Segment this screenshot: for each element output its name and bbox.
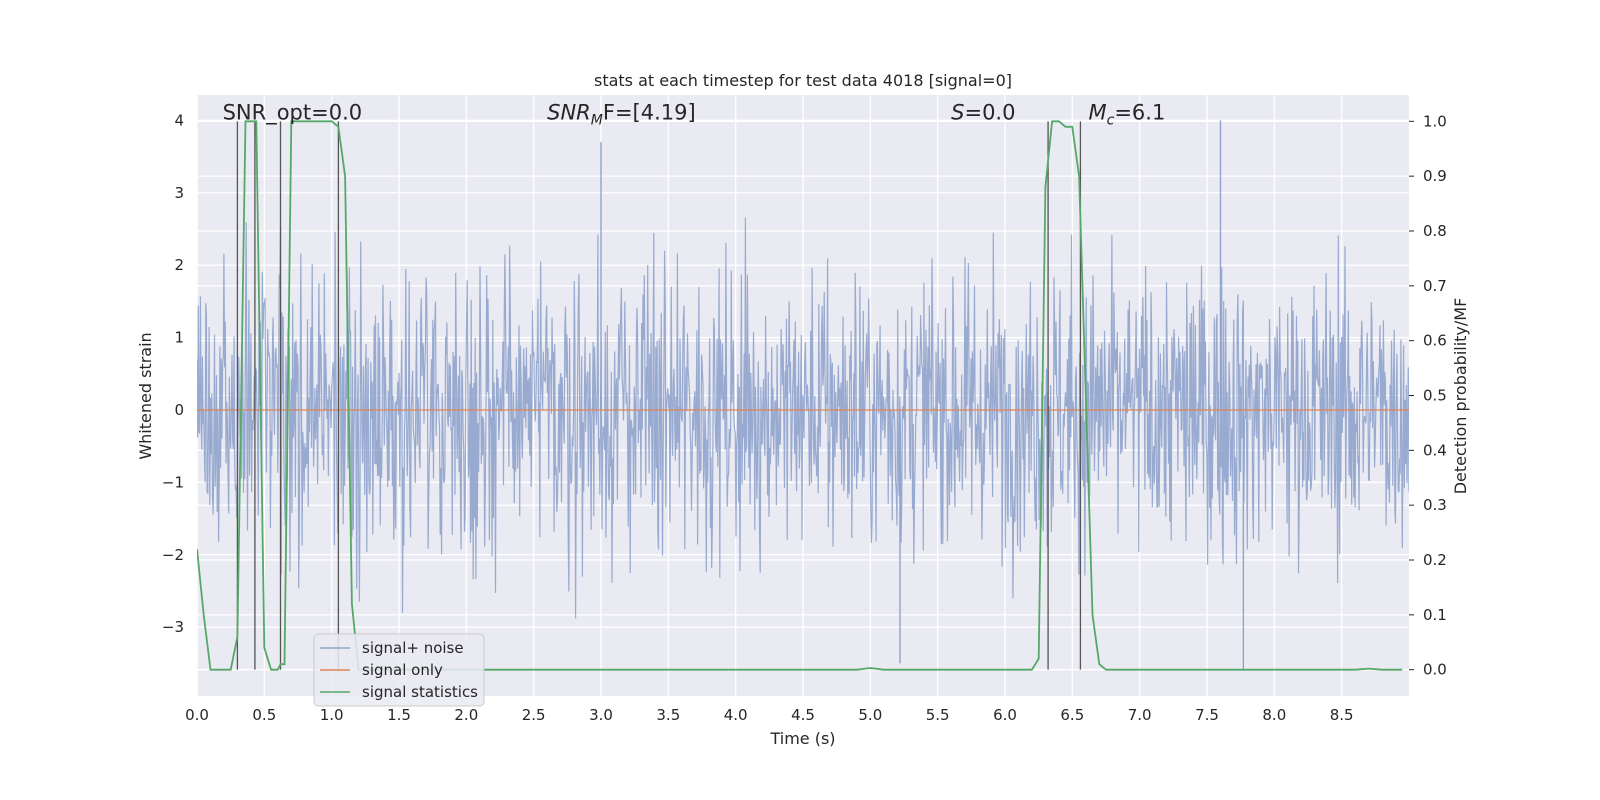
y-right-tick-label: 0.2 — [1423, 551, 1447, 569]
x-tick-label: 5.0 — [858, 706, 882, 724]
y-right-tick-label: 1.0 — [1423, 112, 1447, 130]
x-tick-label: 7.5 — [1195, 706, 1219, 724]
y-right-tick-label: 0.6 — [1423, 332, 1447, 350]
x-axis-label: Time (s) — [769, 729, 835, 748]
x-tick-label: 4.0 — [724, 706, 748, 724]
x-tick-label: 4.5 — [791, 706, 815, 724]
y-right-tick-label: 0.3 — [1423, 496, 1447, 514]
chart-title: stats at each timestep for test data 401… — [594, 71, 1012, 90]
y-right-tick-label: 0.1 — [1423, 606, 1447, 624]
x-tick-label: 2.0 — [454, 706, 478, 724]
y-tick-label: 2 — [174, 256, 184, 274]
y-right-tick-label: 0.7 — [1423, 277, 1447, 295]
vertical-markers — [236, 121, 1082, 670]
annotation-snr-mf: SNRMF=[4.19] — [547, 101, 696, 129]
x-tick-label: 2.5 — [522, 706, 546, 724]
legend-label-noise: signal+ noise — [362, 639, 464, 657]
y-tick-label: −2 — [162, 546, 184, 564]
annotation-s: S=0.0 — [951, 101, 1015, 125]
x-tick-label: 8.0 — [1262, 706, 1286, 724]
legend-label-signal-only: signal only — [362, 661, 443, 679]
x-tick-label: 6.5 — [1060, 706, 1084, 724]
y-right-tick-label: 0.9 — [1423, 167, 1447, 185]
legend-box — [313, 633, 485, 707]
y-tick-label: 0 — [174, 401, 184, 419]
x-tick-label: 8.5 — [1330, 706, 1354, 724]
x-tick-label: 0.5 — [252, 706, 276, 724]
y-right-ticks: 0.0 0.1 0.2 0.3 0.4 0.5 0.6 0.7 0.8 0.9 1.0 — [1409, 112, 1447, 679]
x-tick-label: 6.0 — [993, 706, 1017, 724]
y-axis-label: Whitened strain — [136, 332, 155, 459]
noise-trace — [197, 217, 1409, 619]
x-tick-label: 0.0 — [185, 706, 209, 724]
annotation-mc: Mc=6.1 — [1088, 101, 1165, 129]
x-tick-label: 3.5 — [656, 706, 680, 724]
x-tick-label: 1.5 — [387, 706, 411, 724]
x-tick-label: 7.0 — [1128, 706, 1152, 724]
x-tick-label: 1.0 — [320, 706, 344, 724]
y-right-tick-label: 0.8 — [1423, 222, 1447, 240]
y-tick-label: −1 — [162, 473, 184, 491]
x-ticks: 0.0 0.5 1.0 1.5 2.0 2.5 3.0 3.5 4.0 4.5 5.0 5.5 6.0 6… — [185, 706, 1354, 724]
y-tick-label: 4 — [174, 111, 184, 129]
legend: signal+ noise signal only signal statist… — [313, 633, 485, 707]
y-right-axis-label: Detection probability/MF — [1451, 298, 1470, 495]
x-tick-label: 3.0 — [589, 706, 613, 724]
y-tick-label: 3 — [174, 184, 184, 202]
y-right-tick-label: 0.0 — [1423, 661, 1447, 679]
x-tick-label: 5.5 — [926, 706, 950, 724]
y-ticks: −3 −2 −1 0 1 2 3 4 — [162, 111, 184, 636]
y-tick-label: −3 — [162, 618, 184, 636]
y-right-tick-label: 0.4 — [1423, 441, 1447, 459]
y-right-tick-label: 0.5 — [1423, 387, 1447, 405]
signal-noise-series — [197, 120, 1409, 671]
y-tick-label: 1 — [174, 329, 184, 347]
annotation-snr-opt: SNR_opt=0.0 — [223, 101, 363, 126]
legend-label-statistics: signal statistics — [362, 683, 478, 701]
